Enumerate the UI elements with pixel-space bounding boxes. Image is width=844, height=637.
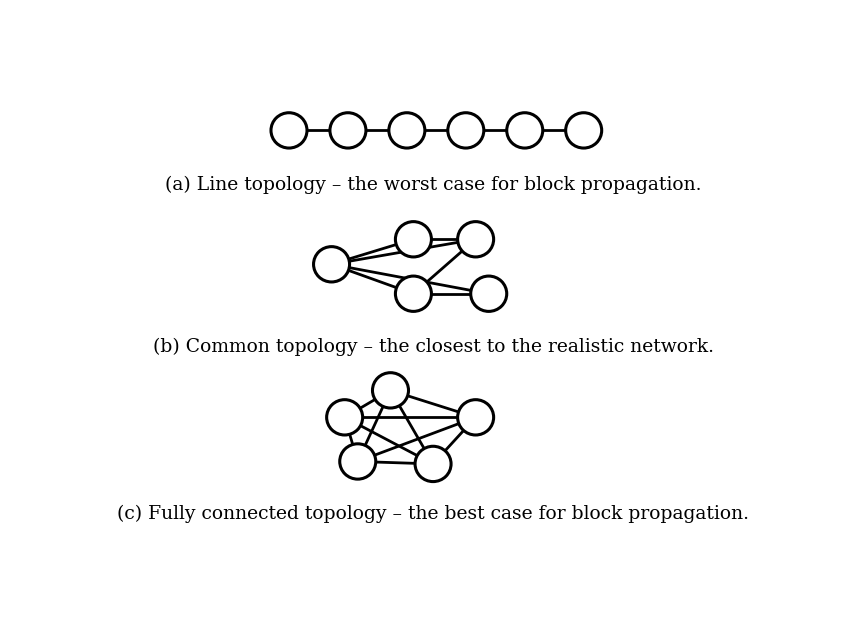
Ellipse shape [395,222,431,257]
Ellipse shape [414,447,451,482]
Ellipse shape [339,444,376,479]
Ellipse shape [565,113,601,148]
Ellipse shape [388,113,425,148]
Ellipse shape [457,399,493,435]
Ellipse shape [457,222,493,257]
Ellipse shape [506,113,542,148]
Ellipse shape [271,113,306,148]
Ellipse shape [470,276,506,311]
Ellipse shape [372,373,408,408]
Text: (b) Common topology – the closest to the realistic network.: (b) Common topology – the closest to the… [153,338,712,355]
Text: (a) Line topology – the worst case for block propagation.: (a) Line topology – the worst case for b… [165,176,701,194]
Ellipse shape [313,247,349,282]
Ellipse shape [327,399,362,435]
Ellipse shape [329,113,365,148]
Ellipse shape [395,276,431,311]
Text: (c) Fully connected topology – the best case for block propagation.: (c) Fully connected topology – the best … [117,505,748,523]
Ellipse shape [447,113,484,148]
